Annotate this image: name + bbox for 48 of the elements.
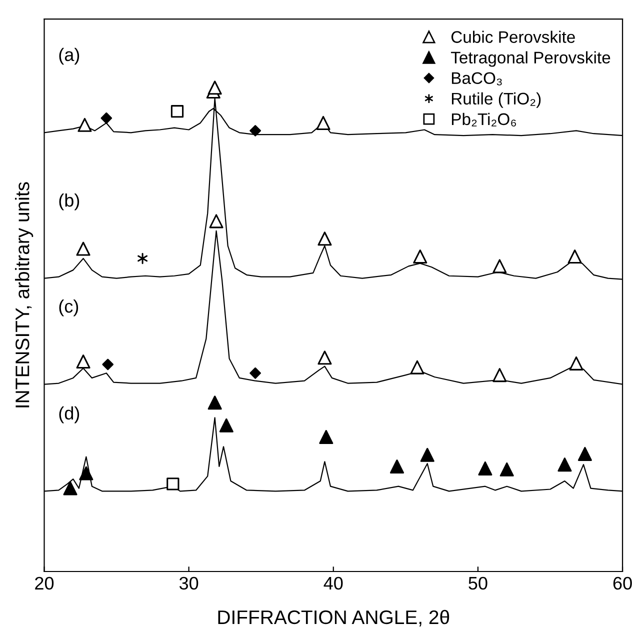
annotation: (b) [59, 193, 80, 210]
point [578, 446, 592, 461]
point [319, 430, 334, 444]
point [219, 418, 234, 432]
point [63, 481, 78, 496]
legend-label: Tetragonal Perovskite [450, 51, 610, 67]
point [76, 354, 90, 369]
point [250, 367, 261, 379]
legend-label: BaCO₃ [452, 72, 502, 86]
point [316, 116, 330, 130]
point [209, 214, 224, 228]
point [568, 250, 582, 264]
point [208, 396, 222, 410]
point [478, 461, 492, 476]
legend-label: Pb₂Ti₂O₆ [452, 112, 516, 126]
legend-label: Cubic Perovskite [451, 30, 575, 43]
point [208, 80, 222, 95]
point [78, 118, 92, 132]
point [410, 360, 424, 374]
y-axis-title: INTENSITY, arbitrary units [15, 182, 34, 408]
x-tick-label: 60 [613, 576, 632, 590]
point [102, 358, 114, 370]
x-tick-label: 50 [468, 576, 488, 590]
point [390, 459, 404, 474]
x-tick-label: 30 [179, 576, 198, 590]
point [166, 478, 180, 490]
point [79, 466, 94, 480]
point [420, 448, 434, 462]
point [100, 112, 112, 124]
point [76, 242, 90, 256]
point [413, 250, 428, 264]
legend-label: Rutile (TiO₂) [452, 92, 541, 108]
point [318, 350, 332, 365]
x-tick-label: 40 [324, 576, 343, 590]
text: (a) [59, 48, 80, 65]
point [492, 368, 507, 382]
x-axis-title: DIFFRACTION ANGLE, 2θ [218, 610, 450, 626]
point [558, 458, 572, 472]
point [250, 125, 261, 136]
point [569, 356, 584, 370]
point [138, 252, 148, 264]
point [318, 232, 332, 246]
annotation: (c) [59, 299, 78, 316]
annotation: (d) [59, 406, 80, 424]
point [170, 105, 184, 118]
point [492, 259, 507, 274]
x-tick-label: 20 [35, 576, 54, 590]
point [500, 462, 514, 476]
